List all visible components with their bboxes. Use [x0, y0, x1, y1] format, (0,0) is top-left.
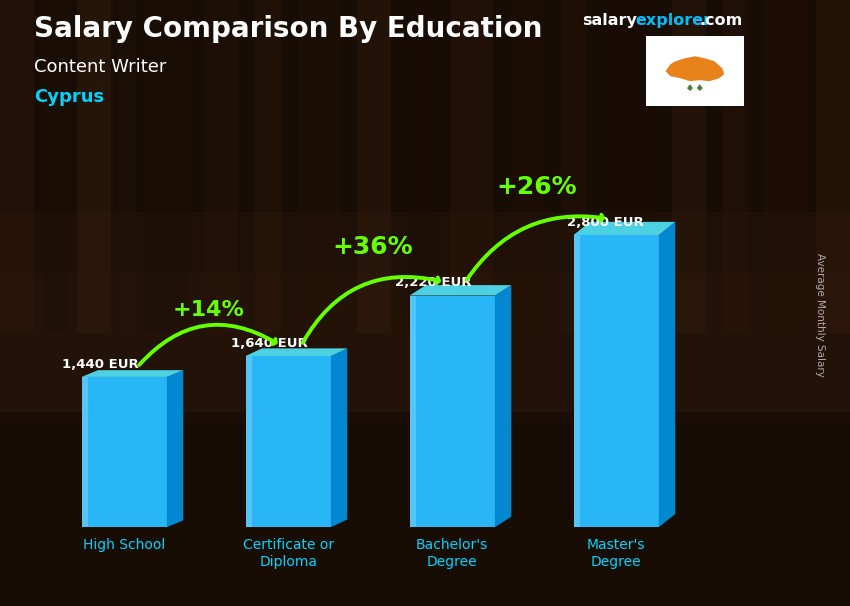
Text: 2,800 EUR: 2,800 EUR: [567, 216, 643, 228]
Bar: [298, 0, 340, 333]
Bar: [204, 0, 238, 333]
Bar: [0, 0, 34, 333]
Text: Average Monthly Salary: Average Monthly Salary: [815, 253, 825, 377]
Bar: [561, 0, 586, 333]
FancyArrowPatch shape: [139, 325, 275, 365]
Bar: [119, 0, 136, 333]
Bar: [42, 0, 68, 333]
Text: Salary Comparison By Education: Salary Comparison By Education: [34, 15, 542, 43]
Polygon shape: [697, 84, 703, 91]
Bar: [765, 0, 808, 333]
Polygon shape: [410, 285, 511, 296]
Bar: [408, 0, 434, 333]
Bar: [76, 0, 110, 333]
Bar: [410, 296, 495, 527]
Bar: [357, 0, 391, 333]
Text: +36%: +36%: [332, 235, 413, 259]
Bar: [816, 0, 850, 333]
Bar: [255, 0, 280, 333]
Text: 2,220 EUR: 2,220 EUR: [394, 276, 471, 289]
Bar: [82, 377, 88, 527]
Text: Content Writer: Content Writer: [34, 58, 167, 76]
Bar: [672, 0, 705, 333]
Bar: [510, 0, 544, 333]
Text: salary: salary: [582, 13, 638, 28]
Bar: [82, 377, 167, 527]
Text: +26%: +26%: [496, 175, 577, 199]
Bar: [722, 0, 748, 333]
Polygon shape: [687, 84, 693, 91]
Polygon shape: [659, 222, 675, 527]
Text: explorer: explorer: [635, 13, 711, 28]
Polygon shape: [167, 370, 184, 527]
Text: +14%: +14%: [173, 300, 245, 320]
Polygon shape: [666, 56, 724, 81]
Bar: [246, 356, 331, 527]
Bar: [0, 212, 850, 424]
Polygon shape: [82, 370, 184, 377]
FancyArrowPatch shape: [303, 277, 439, 343]
Bar: [574, 235, 581, 527]
Bar: [450, 0, 493, 333]
FancyArrowPatch shape: [467, 215, 603, 279]
Polygon shape: [495, 285, 511, 527]
Bar: [574, 235, 659, 527]
Text: Cyprus: Cyprus: [34, 88, 104, 106]
Bar: [604, 0, 654, 333]
Polygon shape: [574, 222, 675, 235]
Text: .com: .com: [700, 13, 743, 28]
Polygon shape: [246, 348, 348, 356]
Bar: [0, 0, 850, 273]
Bar: [246, 356, 252, 527]
Text: 1,640 EUR: 1,640 EUR: [231, 337, 308, 350]
Bar: [144, 0, 187, 333]
Bar: [410, 296, 416, 527]
Polygon shape: [331, 348, 348, 527]
Text: 1,440 EUR: 1,440 EUR: [62, 358, 139, 371]
Bar: [0, 412, 850, 606]
